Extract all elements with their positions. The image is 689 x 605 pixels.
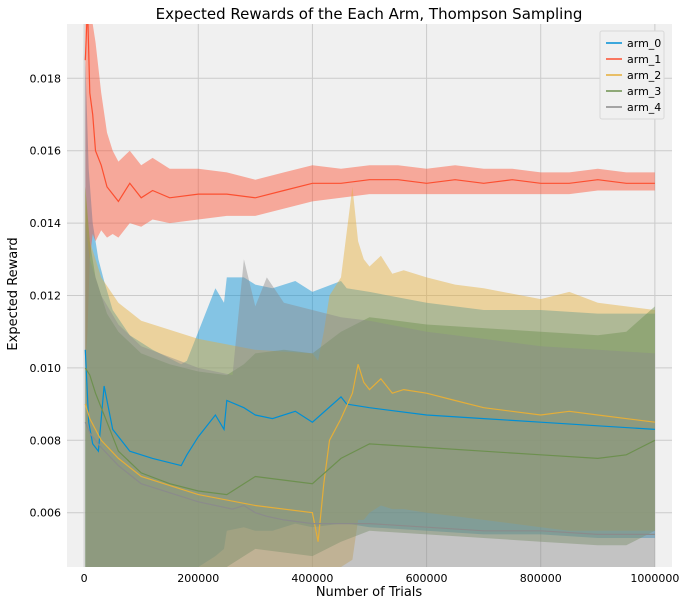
x-axis-ticks: 0 200000 400000 600000 800000 1000000 xyxy=(81,572,680,585)
y-tick-label: 0.008 xyxy=(30,434,62,447)
plot-area xyxy=(67,24,672,567)
x-tick-label: 200000 xyxy=(177,572,219,585)
chart-title: Expected Rewards of the Each Arm, Thomps… xyxy=(156,5,583,23)
x-tick-label: 800000 xyxy=(520,572,562,585)
legend: arm_0 arm_1 arm_2 arm_3 arm_4 xyxy=(599,30,665,120)
y-tick-label: 0.010 xyxy=(30,362,62,375)
arm_2-line xyxy=(84,364,655,542)
x-tick-label: 1000000 xyxy=(630,572,679,585)
y-tick-label: 0.012 xyxy=(30,290,62,303)
arm_3-band xyxy=(85,186,655,567)
legend-label: arm_3 xyxy=(627,85,661,98)
legend-label: arm_0 xyxy=(627,37,661,50)
y-tick-label: 0.014 xyxy=(30,217,62,230)
y-axis-label: Expected Reward xyxy=(6,237,21,350)
x-tick-label: 0 xyxy=(81,572,88,585)
arm_3-line xyxy=(84,367,656,496)
series-lines xyxy=(84,24,656,542)
legend-label: arm_1 xyxy=(627,53,661,66)
legend-label: arm_2 xyxy=(627,69,661,82)
arm_1-line xyxy=(84,24,655,203)
arm_4-line xyxy=(84,421,655,536)
legend-box xyxy=(599,30,665,120)
y-tick-label: 0.006 xyxy=(30,507,62,520)
arm_2-band xyxy=(85,186,655,567)
x-tick-label: 600000 xyxy=(406,572,448,585)
arm_0-band xyxy=(85,60,655,567)
confidence-bands xyxy=(85,24,655,567)
arm_1-band xyxy=(85,24,655,368)
arm_0-line xyxy=(84,349,655,467)
x-axis-label: Number of Trials xyxy=(316,585,423,600)
y-tick-label: 0.016 xyxy=(30,145,62,158)
y-axis-ticks: 0.006 0.008 0.010 0.012 0.014 0.016 0.018 xyxy=(30,72,62,519)
x-tick-label: 400000 xyxy=(291,572,333,585)
legend-label: arm_4 xyxy=(627,101,661,114)
arm_4-band xyxy=(85,223,655,567)
y-tick-label: 0.018 xyxy=(30,72,62,85)
